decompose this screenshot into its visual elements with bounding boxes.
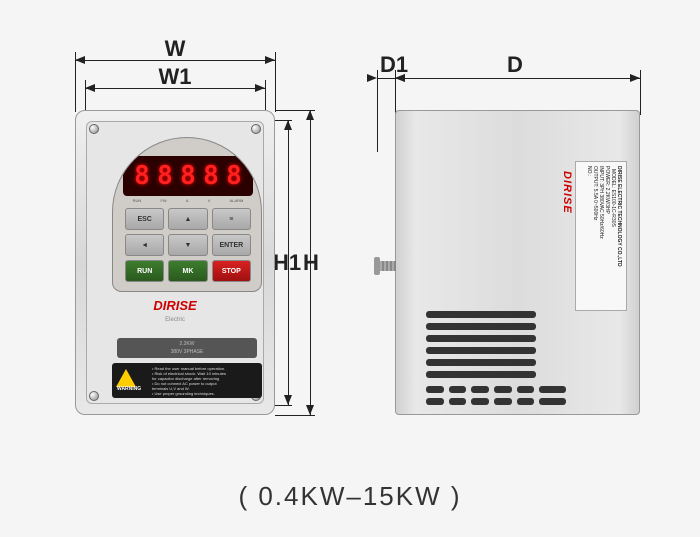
screw-icon [251,124,261,134]
led-digit: 8 [132,161,152,191]
nameplate-input: 3PH 380VAC 50Hz/60Hz [598,183,604,239]
key-▼[interactable]: ▼ [168,234,207,256]
dim-H-arrow-u [306,110,314,120]
rating-plate: 2.2KW 380V 3PHASE [117,338,257,358]
dim-D1-label: D1 [374,52,414,78]
vent-slot [426,323,536,330]
led-digit: 8 [224,161,244,191]
led-label: ALARM [230,198,244,203]
dim-W-arrow-r [265,56,275,64]
led-digit: 8 [178,161,198,191]
vent-slot [517,398,535,405]
vent-slot [539,386,566,393]
dim-W-tick-l [75,52,76,112]
power-range-label: ( 0.4KW–15KW ) [0,481,700,512]
led-label-row: RUN FW A V ALARM [123,198,253,203]
dim-D1-line [377,78,395,79]
warning-triangle-icon [116,369,136,387]
vent-slot [426,359,536,366]
dim-H1-arrow-d [284,395,292,405]
led-label: FW [160,198,166,203]
dim-D-label: D [500,52,530,78]
key-▲[interactable]: ▲ [168,208,207,230]
device-front-bezel: 8 8 8 8 8 RUN FW A V ALARM ESC▲≡ ◄▼ENTER R… [86,121,264,404]
vent-slot [449,398,467,405]
key-enter[interactable]: ENTER [212,234,251,256]
vent-slot [449,386,467,393]
keypad: ESC▲≡ ◄▼ENTER RUNMKSTOP [125,208,251,282]
led-digit: 8 [201,161,221,191]
key-≡[interactable]: ≡ [212,208,251,230]
warning-line: • Use proper grounding techniques. [152,391,259,396]
dim-H-arrow-d [306,405,314,415]
dim-H-tick-t [275,110,315,111]
warning-title: WARNING [117,387,141,392]
key-mk[interactable]: MK [168,260,207,282]
led-label: V [208,198,211,203]
dim-H1-arrow-u [284,120,292,130]
dim-H-tick-b [275,415,315,416]
nameplate-row: INPUT: 3PH 380VAC 50Hz/60Hz [598,166,604,306]
vent-slot [426,335,536,342]
side-brand-logo: DIRISE [561,171,573,214]
vent-slot [471,398,489,405]
diagram-canvas: W W1 H H1 D1 D 8 8 [0,0,700,537]
rating-voltage: 380V 3PHASE [117,348,257,356]
dim-D-line [395,78,640,79]
vent-grid [426,386,566,405]
screw-icon [89,391,99,401]
vent-slot [539,398,566,405]
dim-W-label: W [150,36,200,62]
nameplate-no-label: NO.: [586,166,592,176]
device-front-view: 8 8 8 8 8 RUN FW A V ALARM ESC▲≡ ◄▼ENTER R… [75,110,275,415]
vent-slot [517,386,535,393]
dim-W1-arrow-r [255,84,265,92]
nameplate: DIRISE ELECTRIC TECHNOLOGY CO.,LTD MODEL… [575,161,627,311]
control-panel: 8 8 8 8 8 RUN FW A V ALARM ESC▲≡ ◄▼ENTER R… [112,137,262,292]
dim-H1-label: H1 [270,250,304,276]
rating-power: 2.2KW [117,340,257,348]
dim-D-arrow-l [395,74,405,82]
vent-slot [426,311,536,318]
brand-logo: DIRISE [87,298,263,313]
key-run[interactable]: RUN [125,260,164,282]
dim-D-tick-r [640,70,641,115]
vent-slot [426,371,536,378]
dim-W-arrow-l [75,56,85,64]
brand-subtitle: Electric [87,317,263,323]
dim-W-tick-r [275,52,276,112]
nameplate-model-label: MODEL: [610,169,616,188]
nameplate-model: ES100-1C-R30S [610,190,616,227]
led-label: A [186,198,189,203]
dim-W1-label: W1 [145,64,205,90]
device-side-view: DIRISE DIRISE ELECTRIC TECHNOLOGY CO.,LT… [395,110,640,415]
warning-plate: WARNING • Read the user manual before op… [112,363,262,398]
led-label: RUN [133,198,142,203]
screw-icon [89,124,99,134]
nameplate-output: 5.5A 0~500Hz [592,189,598,221]
vent-slot [426,398,444,405]
led-digit: 8 [155,161,175,191]
shaft-icon [378,251,396,281]
dim-W1-arrow-l [85,84,95,92]
warning-text: • Read the user manual before operation.… [152,366,259,396]
dim-D1-tick-l [377,70,378,152]
vent-slot [494,386,512,393]
nameplate-power-label: POWER: [604,166,610,186]
nameplate-row: POWER: 2.2KW/3HP [604,166,610,306]
nameplate-input-label: INPUT: [598,166,604,182]
dim-D-arrow-r [630,74,640,82]
vent-slots [426,311,556,383]
key-◄[interactable]: ◄ [125,234,164,256]
vent-slot [426,386,444,393]
vent-slot [426,347,536,354]
led-display: 8 8 8 8 8 [123,156,253,196]
vent-slot [471,386,489,393]
vent-slot [494,398,512,405]
key-esc[interactable]: ESC [125,208,164,230]
nameplate-company: DIRISE ELECTRIC TECHNOLOGY CO.,LTD [616,166,622,306]
nameplate-power: 2.2KW/3HP [604,188,610,214]
nameplate-output-label: OUTPUT: [592,166,598,187]
key-stop[interactable]: STOP [212,260,251,282]
